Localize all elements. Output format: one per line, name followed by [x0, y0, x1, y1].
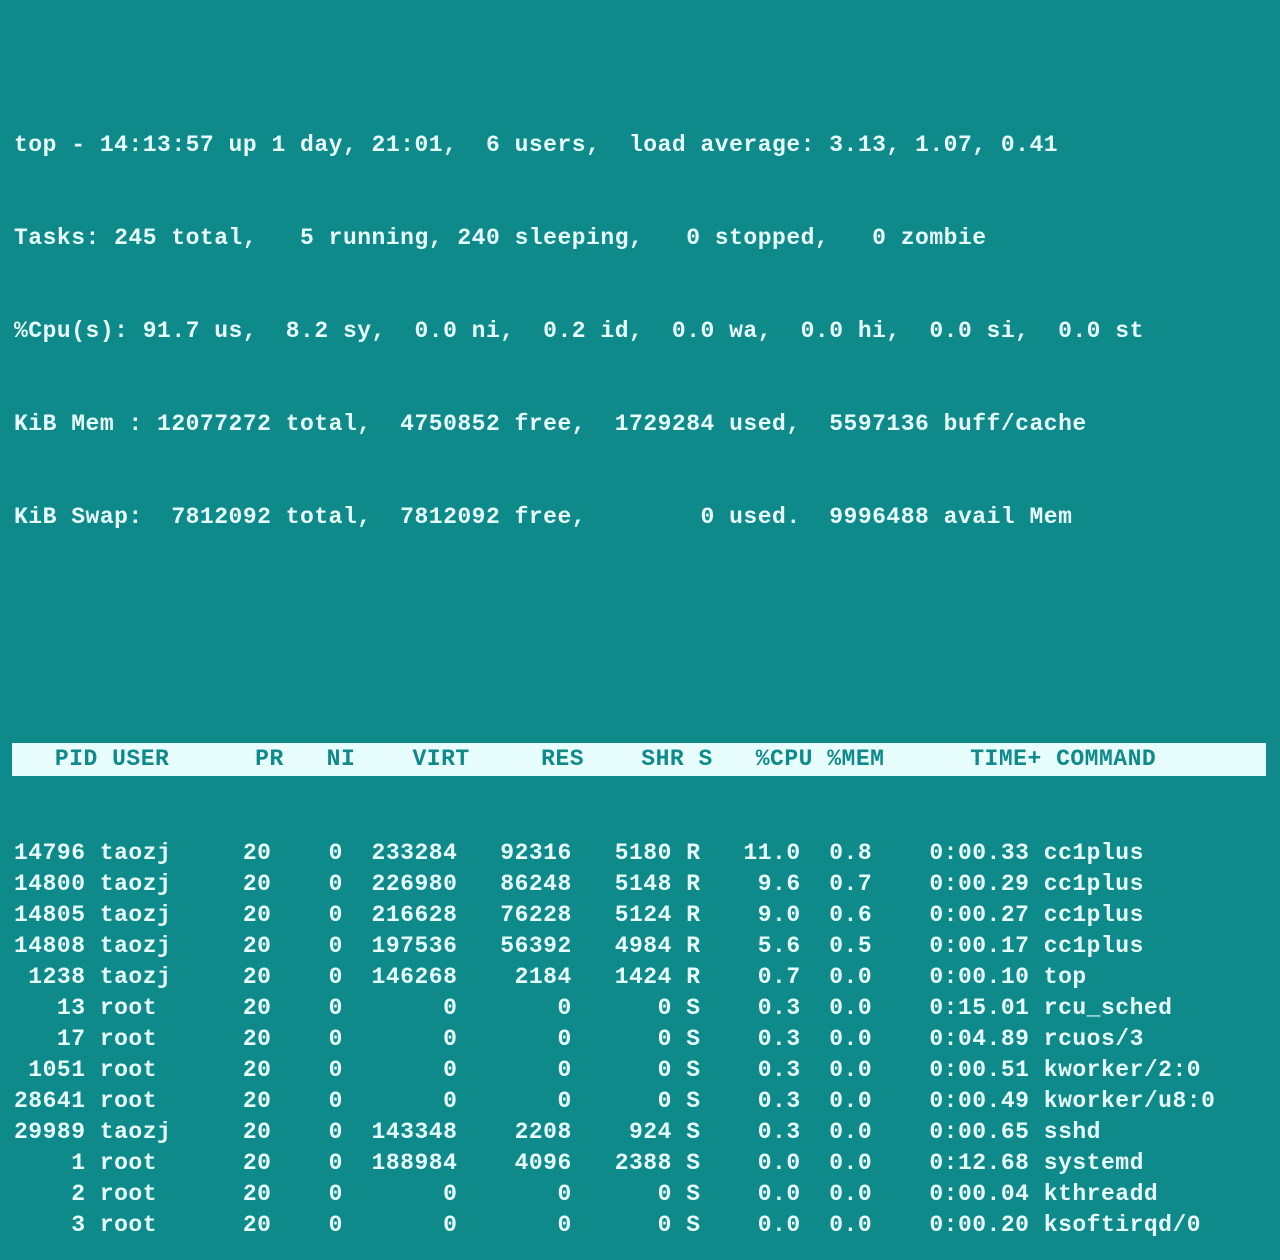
- summary-line-tasks: Tasks: 245 total, 5 running, 240 sleepin…: [14, 223, 1266, 254]
- table-row: 29989 taozj 20 0 143348 2208 924 S 0.3 0…: [14, 1117, 1266, 1148]
- summary-line-mem: KiB Mem : 12077272 total, 4750852 free, …: [14, 409, 1266, 440]
- table-row: 1051 root 20 0 0 0 0 S 0.3 0.0 0:00.51 k…: [14, 1055, 1266, 1086]
- top-summary: top - 14:13:57 up 1 day, 21:01, 6 users,…: [14, 68, 1266, 595]
- summary-line-uptime: top - 14:13:57 up 1 day, 21:01, 6 users,…: [14, 130, 1266, 161]
- table-row: 1 root 20 0 188984 4096 2388 S 0.0 0.0 0…: [14, 1148, 1266, 1179]
- separator: [14, 657, 1266, 681]
- table-row: 2 root 20 0 0 0 0 S 0.0 0.0 0:00.04 kthr…: [14, 1179, 1266, 1210]
- table-row: 14805 taozj 20 0 216628 76228 5124 R 9.0…: [14, 900, 1266, 931]
- table-row: 14796 taozj 20 0 233284 92316 5180 R 11.…: [14, 838, 1266, 869]
- table-row: 28641 root 20 0 0 0 0 S 0.3 0.0 0:00.49 …: [14, 1086, 1266, 1117]
- summary-line-swap: KiB Swap: 7812092 total, 7812092 free, 0…: [14, 502, 1266, 533]
- summary-line-cpu: %Cpu(s): 91.7 us, 8.2 sy, 0.0 ni, 0.2 id…: [14, 316, 1266, 347]
- process-table-header: PID USER PR NI VIRT RES SHR S %CPU %MEM …: [12, 743, 1266, 776]
- table-row: 3 root 20 0 0 0 0 S 0.0 0.0 0:00.20 ksof…: [14, 1210, 1266, 1241]
- table-row: 14800 taozj 20 0 226980 86248 5148 R 9.6…: [14, 869, 1266, 900]
- terminal-screen: top - 14:13:57 up 1 day, 21:01, 6 users,…: [0, 0, 1280, 1260]
- table-row: 1238 taozj 20 0 146268 2184 1424 R 0.7 0…: [14, 962, 1266, 993]
- table-row: 13 root 20 0 0 0 0 S 0.3 0.0 0:15.01 rcu…: [14, 993, 1266, 1024]
- process-table-body: 14796 taozj 20 0 233284 92316 5180 R 11.…: [14, 838, 1266, 1241]
- table-row: 17 root 20 0 0 0 0 S 0.3 0.0 0:04.89 rcu…: [14, 1024, 1266, 1055]
- table-row: 14808 taozj 20 0 197536 56392 4984 R 5.6…: [14, 931, 1266, 962]
